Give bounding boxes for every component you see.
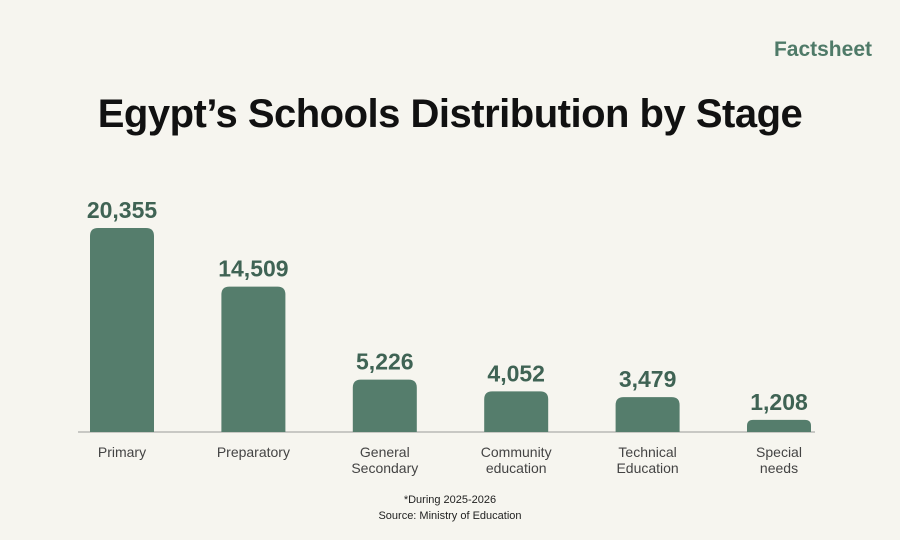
x-tick-label: Primary (97, 444, 147, 460)
value-label: 14,509 (218, 256, 288, 282)
value-label: 20,355 (87, 197, 158, 223)
bar (484, 391, 549, 432)
x-tick-label: General Secondary (351, 444, 419, 476)
value-label: 4,052 (487, 360, 545, 386)
value-label: 3,479 (619, 366, 677, 392)
x-tick-label: Special needs (756, 444, 802, 476)
source: Source: Ministry of Education (378, 510, 522, 522)
footer: *During 2025-2026 Source: Ministry of Ed… (0, 492, 900, 524)
bar (221, 286, 286, 432)
bar (90, 228, 154, 432)
x-tick-label: Community education (480, 444, 552, 476)
bar (747, 419, 811, 432)
footnote: *During 2025-2026 (403, 494, 497, 506)
value-label: 1,208 (750, 389, 808, 415)
x-tick-label: Technical Education (616, 444, 679, 476)
bar (352, 379, 417, 432)
chart-title: Egypt’s Schools Distribution by Stage (97, 92, 803, 136)
x-tick-label: Preparatory (216, 444, 290, 460)
brand: Factsheet (773, 38, 872, 61)
value-label: 5,226 (356, 349, 414, 375)
bar (615, 397, 680, 432)
